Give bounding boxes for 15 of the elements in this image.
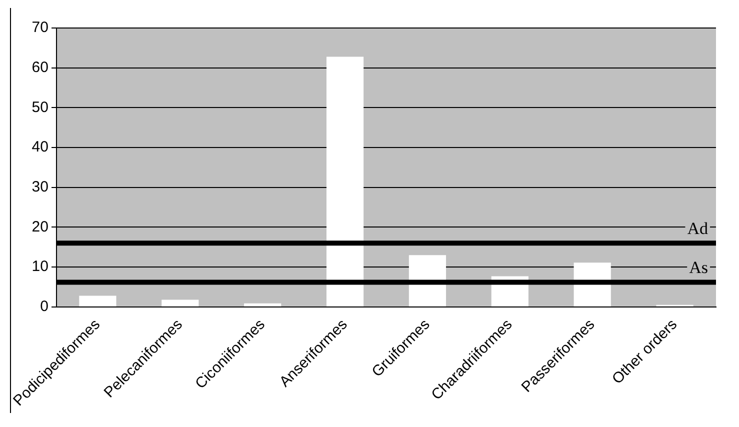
y-tick-label: 10 [32,258,48,276]
y-tick-label: 40 [32,138,48,156]
y-tick-label: 0 [40,298,48,316]
y-tick-label: 70 [32,19,48,36]
y-tick-label: 50 [32,98,48,116]
bar [162,300,199,306]
bar [326,56,364,306]
y-tick-label: 30 [32,178,48,196]
y-tick-label: 60 [32,58,48,76]
ref-line-label: As [689,258,708,278]
bar [79,296,116,306]
y-tick-label: 20 [32,218,48,236]
bar [408,255,446,306]
bar [244,303,282,306]
ref-line-label: Ad [687,219,708,238]
